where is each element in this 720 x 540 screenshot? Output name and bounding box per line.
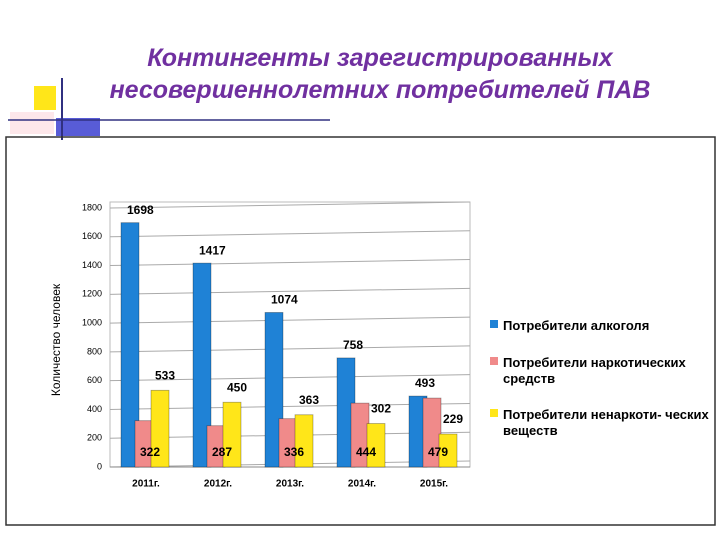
data-label: 1698 [127, 203, 154, 217]
data-label: 287 [212, 445, 232, 459]
grid-line [109, 287, 471, 295]
x-tick-label: 2013г. [276, 479, 304, 490]
bar [222, 401, 242, 468]
grid-line [109, 201, 471, 209]
decor-square [56, 118, 100, 136]
legend-swatch [490, 320, 498, 328]
bar [278, 418, 298, 468]
y-axis-label: Количество человек [49, 283, 63, 396]
legend-label: Потребители наркотических средств [503, 355, 686, 386]
bar [192, 262, 212, 468]
data-label: 1417 [199, 243, 226, 257]
data-label: 493 [415, 376, 435, 390]
bar [438, 433, 458, 468]
bar [150, 389, 170, 468]
data-label: 302 [371, 402, 391, 416]
bar [366, 423, 386, 468]
bar [120, 222, 140, 468]
y-tick-label: 1600 [82, 231, 102, 241]
y-tick-label: 200 [87, 433, 102, 443]
legend-swatch [490, 357, 498, 365]
legend-label: Потребители алкоголя [503, 318, 650, 333]
data-label: 336 [284, 445, 304, 459]
grid-line [109, 316, 471, 324]
legend-swatch [490, 409, 498, 417]
y-tick-label: 400 [87, 404, 102, 414]
bar [264, 312, 284, 468]
legend-label: Потребители ненаркоти- ческих веществ [503, 407, 709, 438]
y-tick-label: 1200 [82, 289, 102, 299]
data-label: 479 [428, 445, 448, 459]
y-tick-label: 0 [97, 461, 102, 471]
data-label: 229 [443, 412, 463, 426]
data-label: 533 [155, 368, 175, 382]
x-tick-label: 2012г. [204, 479, 232, 490]
x-tick-label: 2014г. [348, 479, 376, 490]
chart-title: Контингенты зарегистрированных несоверше… [109, 44, 651, 104]
grid-line [109, 259, 471, 267]
bar [422, 397, 442, 468]
grid-line [109, 374, 471, 382]
y-tick-label: 1400 [82, 260, 102, 270]
data-label: 1074 [271, 293, 298, 307]
decor-square [34, 86, 56, 110]
x-tick-label: 2015г. [420, 479, 448, 490]
data-label: 758 [343, 338, 363, 352]
x-tick-label: 2011г. [132, 479, 160, 490]
grid-line [109, 345, 471, 353]
y-tick-label: 1000 [82, 317, 102, 327]
grid-line [109, 230, 471, 238]
data-label: 444 [356, 445, 376, 459]
data-label: 363 [299, 393, 319, 407]
data-label: 450 [227, 380, 247, 394]
y-tick-label: 1800 [82, 202, 102, 212]
data-label: 322 [140, 445, 160, 459]
y-tick-label: 800 [87, 346, 102, 356]
y-tick-label: 600 [87, 375, 102, 385]
chart-frame [5, 136, 716, 526]
decor-square [10, 112, 54, 134]
bar [134, 420, 154, 468]
bar [294, 414, 314, 468]
